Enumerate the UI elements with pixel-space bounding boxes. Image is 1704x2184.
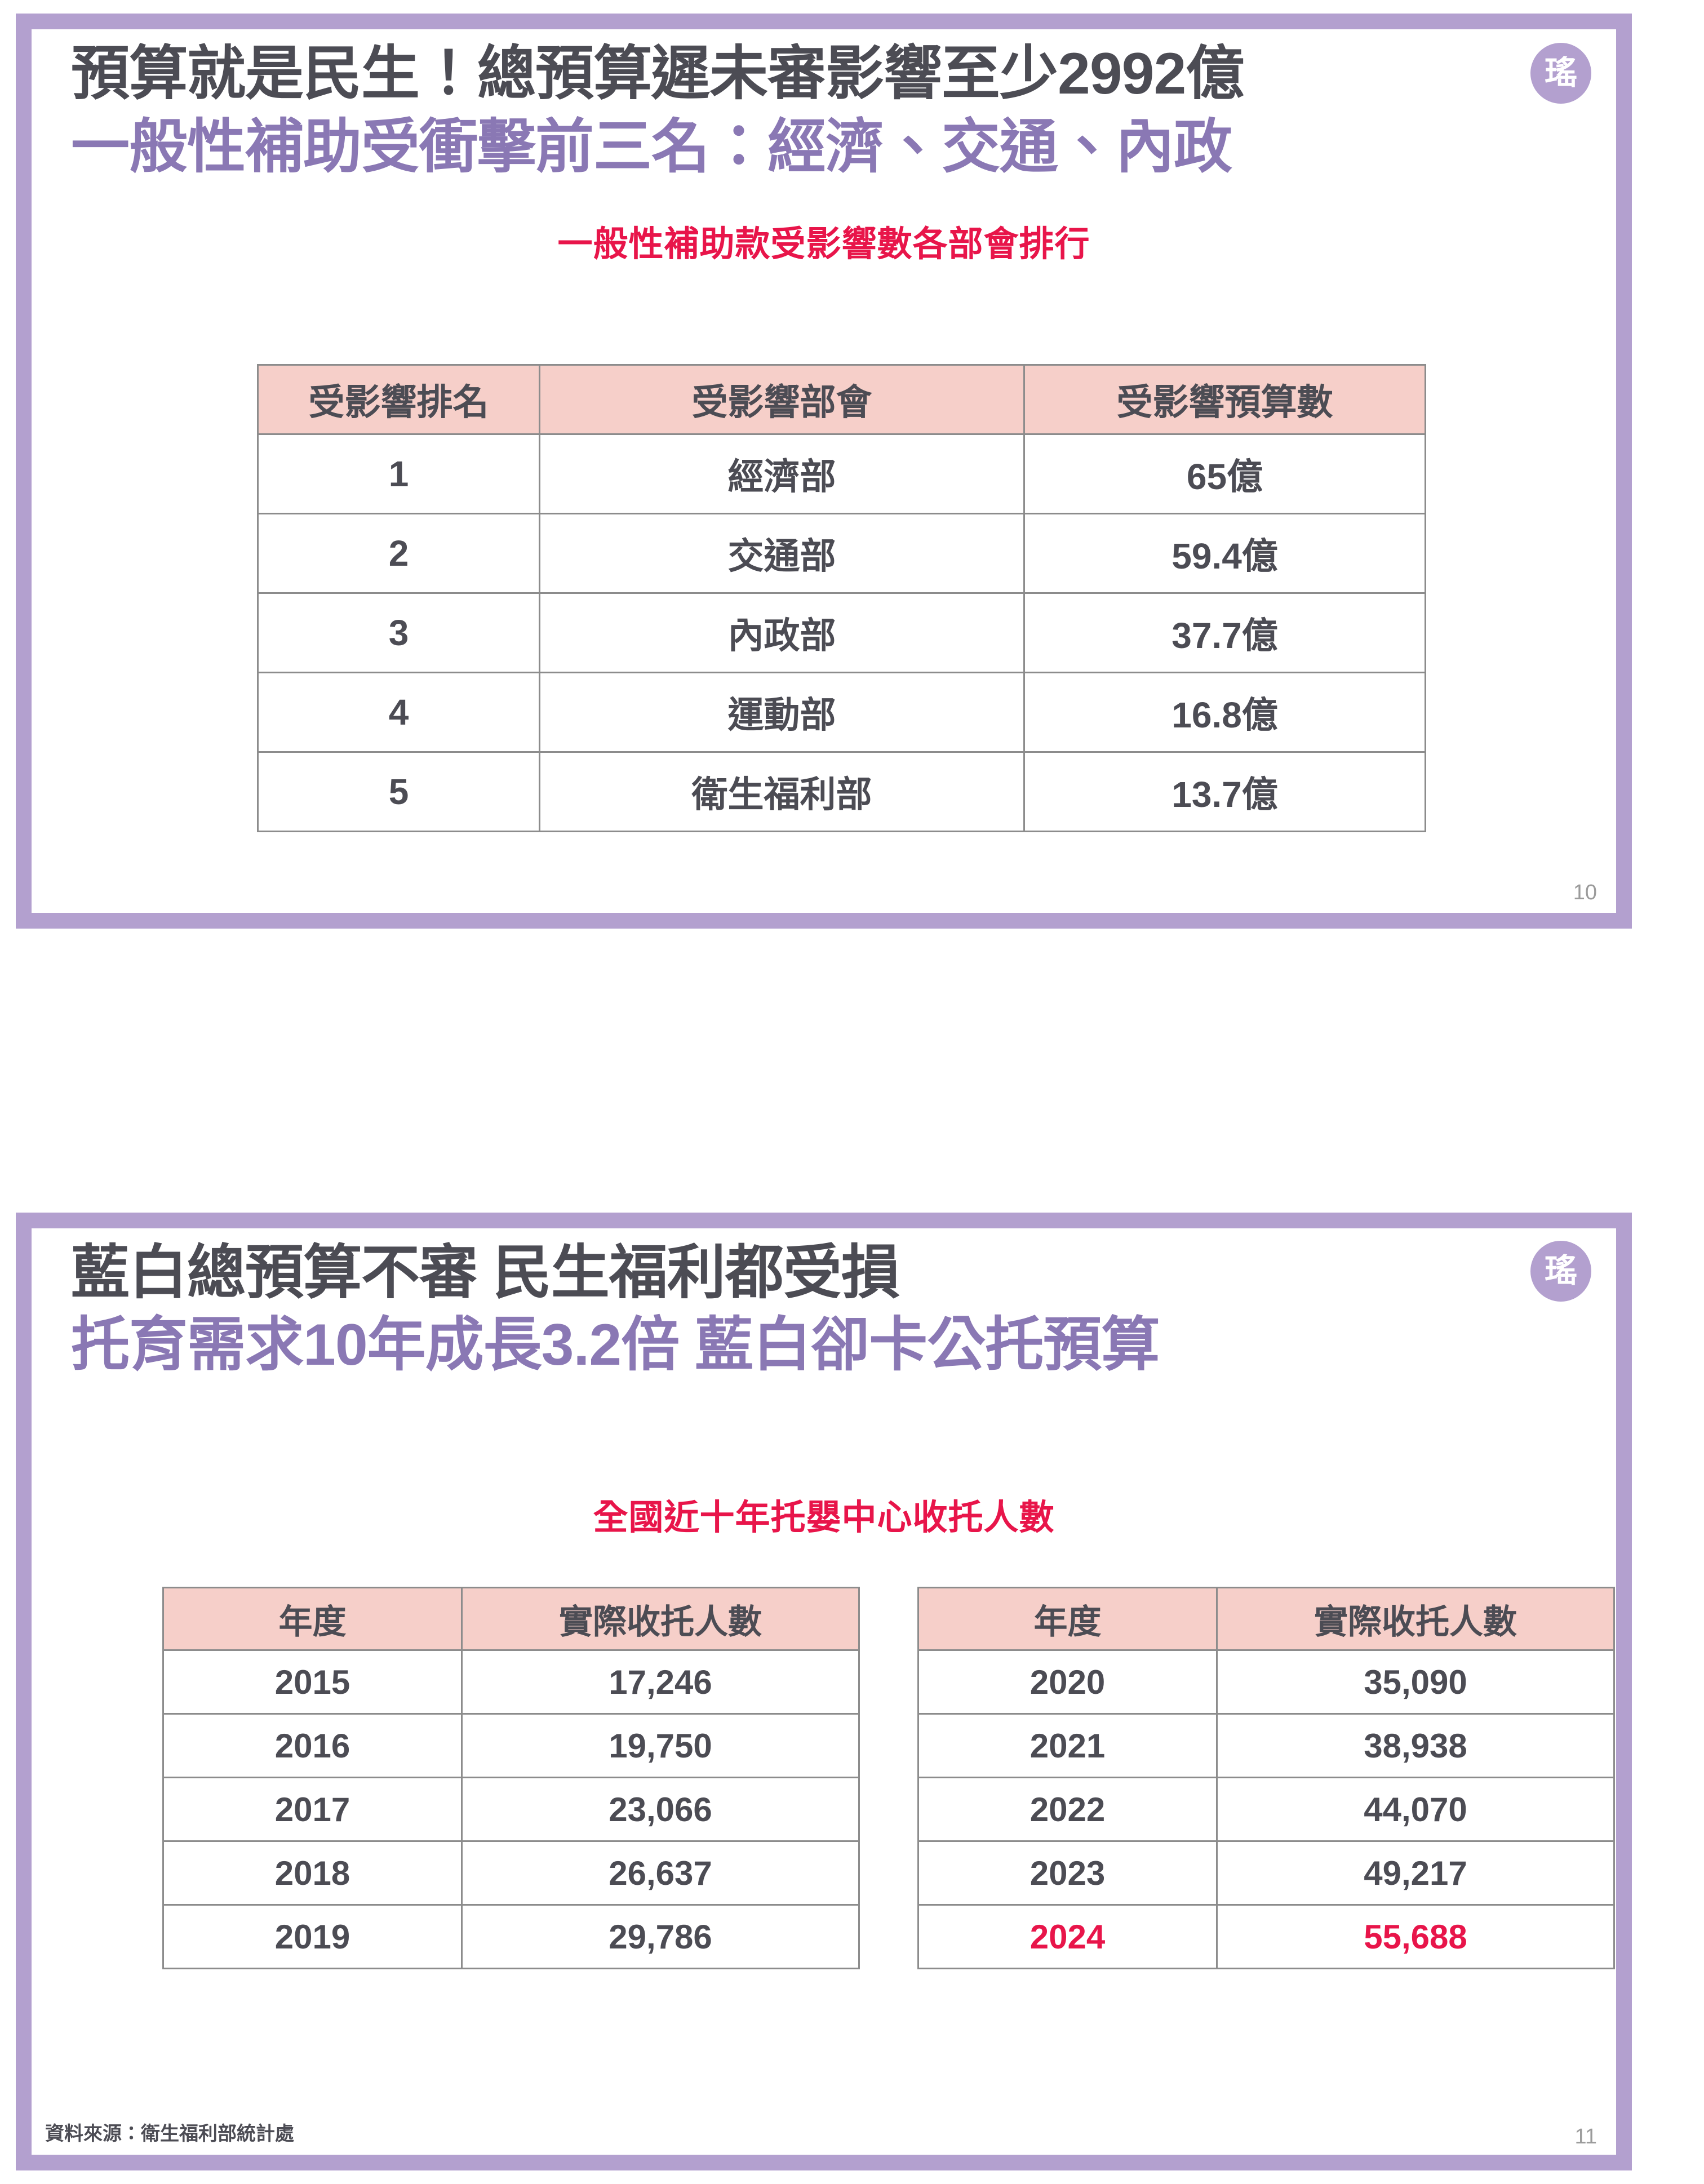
childcare-table-2015-2019: 年度 實際收托人數 2015 17,246 2016 19,750 2017	[162, 1587, 860, 1969]
col-header-rank: 受影響排名	[257, 364, 540, 435]
slide-10-content: 瑤 預算就是民生！總預算遲未審影響至少2992億 一般性補助受衝擊前三名：經濟、…	[32, 29, 1616, 913]
slide-10-title-line2: 一般性補助受衝擊前三名：經濟、交通、內政	[71, 114, 1232, 180]
cell-amount: 37.7億	[1023, 592, 1426, 673]
slide-11-page-number: 11	[1574, 2125, 1597, 2149]
cell-rank: 1	[257, 433, 540, 514]
cell-year: 2017	[162, 1777, 463, 1842]
cell-count: 29,786	[461, 1904, 860, 1969]
cell-agency: 經濟部	[539, 433, 1025, 514]
table-row: 2016 19,750	[162, 1713, 860, 1778]
cell-year: 2023	[917, 1840, 1218, 1906]
cell-count: 17,246	[461, 1649, 860, 1715]
cell-year: 2022	[917, 1777, 1218, 1842]
logo-character: 瑤	[1544, 55, 1577, 91]
cell-year: 2019	[162, 1904, 463, 1969]
slide-11-table-caption: 全國近十年托嬰中心收托人數	[593, 1498, 1055, 1537]
cell-year: 2024	[917, 1904, 1218, 1969]
table-row: 3 內政部 37.7億	[257, 592, 1426, 673]
table-header-row: 年度 實際收托人數	[917, 1587, 1615, 1651]
cell-amount: 13.7億	[1023, 751, 1426, 832]
table-row: 2018 26,637	[162, 1840, 860, 1906]
cell-count: 23,066	[461, 1777, 860, 1842]
cell-year: 2016	[162, 1713, 463, 1778]
slide-10: 瑤 預算就是民生！總預算遲未審影響至少2992億 一般性補助受衝擊前三名：經濟、…	[16, 14, 1632, 929]
cell-amount: 59.4億	[1023, 513, 1426, 594]
cell-year: 2020	[917, 1649, 1218, 1715]
cell-amount: 16.8億	[1023, 672, 1426, 753]
cell-rank: 4	[257, 672, 540, 753]
brand-logo-badge: 瑤	[1530, 43, 1591, 104]
table-row: 5 衛生福利部 13.7億	[257, 751, 1426, 832]
col-header-year: 年度	[162, 1587, 463, 1651]
cell-count: 35,090	[1216, 1649, 1615, 1715]
table-row: 1 經濟部 65億	[257, 433, 1426, 514]
cell-agency: 內政部	[539, 592, 1025, 673]
cell-count: 26,637	[461, 1840, 860, 1906]
cell-year: 2015	[162, 1649, 463, 1715]
cell-rank: 3	[257, 592, 540, 673]
logo-character: 瑤	[1544, 1253, 1577, 1289]
col-header-amount: 受影響預算數	[1023, 364, 1426, 435]
table-row: 2021 38,938	[917, 1713, 1615, 1778]
col-header-year: 年度	[917, 1587, 1218, 1651]
table-row: 2023 49,217	[917, 1840, 1615, 1906]
cell-agency: 運動部	[539, 672, 1025, 753]
cell-agency: 交通部	[539, 513, 1025, 594]
slide-11-source-footnote: 資料來源：衛生福利部統計處	[45, 2123, 294, 2145]
slide-10-title-line1: 預算就是民生！總預算遲未審影響至少2992億	[71, 41, 1244, 106]
ministry-impact-table: 受影響排名 受影響部會 受影響預算數 1 經濟部 65億 2 交通部 59.4億	[257, 364, 1426, 832]
cell-amount: 65億	[1023, 433, 1426, 514]
table-header-row: 年度 實際收托人數	[162, 1587, 860, 1651]
table-header-row: 受影響排名 受影響部會 受影響預算數	[257, 364, 1426, 435]
table-row: 2022 44,070	[917, 1777, 1615, 1842]
brand-logo-badge: 瑤	[1530, 1241, 1591, 1302]
slide-11-content: 瑤 藍白總預算不審 民生福利都受損 托育需求10年成長3.2倍 藍白卻卡公托預算…	[32, 1228, 1616, 2155]
table-row-highlighted: 2024 55,688	[917, 1904, 1615, 1969]
slide-11-title-line2: 托育需求10年成長3.2倍 藍白卻卡公托預算	[71, 1312, 1160, 1378]
cell-count: 38,938	[1216, 1713, 1615, 1778]
slide-11-title-line1: 藍白總預算不審 民生福利都受損	[71, 1240, 900, 1306]
col-header-count: 實際收托人數	[461, 1587, 860, 1651]
col-header-count: 實際收托人數	[1216, 1587, 1615, 1651]
childcare-table-2020-2024: 年度 實際收托人數 2020 35,090 2021 38,938 2022	[917, 1587, 1615, 1969]
table-row: 2 交通部 59.4億	[257, 513, 1426, 594]
table-row: 4 運動部 16.8億	[257, 672, 1426, 753]
cell-count: 49,217	[1216, 1840, 1615, 1906]
slide-10-table-caption: 一般性補助款受影響數各部會排行	[557, 225, 1090, 264]
cell-count: 19,750	[461, 1713, 860, 1778]
table-row: 2020 35,090	[917, 1649, 1615, 1715]
col-header-agency: 受影響部會	[539, 364, 1025, 435]
slide-11: 瑤 藍白總預算不審 民生福利都受損 托育需求10年成長3.2倍 藍白卻卡公托預算…	[16, 1213, 1632, 2170]
slide-10-page-number: 10	[1573, 881, 1597, 904]
table-row: 2019 29,786	[162, 1904, 860, 1969]
table-row: 2015 17,246	[162, 1649, 860, 1715]
cell-year: 2021	[917, 1713, 1218, 1778]
cell-count: 55,688	[1216, 1904, 1615, 1969]
cell-count: 44,070	[1216, 1777, 1615, 1842]
cell-year: 2018	[162, 1840, 463, 1906]
cell-rank: 2	[257, 513, 540, 594]
cell-rank: 5	[257, 751, 540, 832]
table-row: 2017 23,066	[162, 1777, 860, 1842]
cell-agency: 衛生福利部	[539, 751, 1025, 832]
